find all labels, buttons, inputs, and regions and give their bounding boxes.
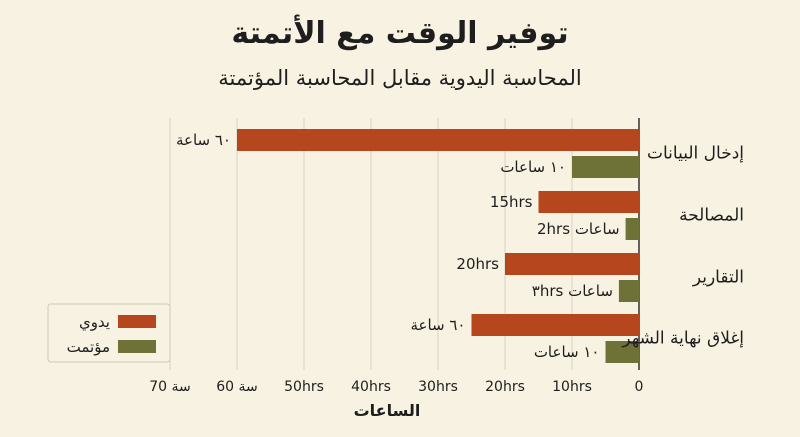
- bar-value-label: ٦٠ ساعة: [176, 131, 231, 149]
- x-tick-label: سة 60: [216, 379, 258, 395]
- bar-value-label: ٦٠ ساعة: [410, 316, 465, 334]
- legend-label-manual: يدوي: [79, 313, 110, 332]
- bar-automated: [625, 218, 639, 240]
- bar-manual: [538, 191, 639, 213]
- legend-swatch-manual: [118, 315, 156, 328]
- bar-automated: [605, 341, 639, 363]
- bar-value-label: ١٠ ساعات: [534, 343, 600, 361]
- bar-manual: [471, 314, 639, 336]
- bars: [237, 129, 639, 363]
- bar-value-label: ٣hrs ساعات: [532, 282, 613, 300]
- x-tick-label: 30hrs: [418, 379, 458, 395]
- bar-manual: [237, 129, 639, 151]
- bar-automated: [618, 280, 639, 302]
- x-tick-label: 0: [635, 379, 644, 395]
- x-axis: 0 10hrs 20hrs 30hrs 40hrs 50hrs سة 60 سة 70: [149, 379, 643, 395]
- chart-title: توفير الوقت مع الأتمتة: [231, 16, 569, 51]
- x-tick-label: 10hrs: [552, 379, 592, 395]
- category-label: إغلاق نهاية الشهر: [621, 329, 744, 349]
- x-tick-label: سة 70: [149, 379, 191, 395]
- x-axis-label: الساعات: [354, 401, 421, 420]
- chart-subtitle: المحاسبة اليدوية مقابل المحاسبة المؤتمتة: [218, 66, 582, 90]
- bar-automated: [572, 156, 639, 178]
- legend: يدوي مؤتمت: [47, 303, 171, 363]
- x-tick-label: 40hrs: [351, 379, 391, 395]
- bar-value-label: ١٠ ساعات: [500, 158, 566, 176]
- bar-value-label: 20hrs: [456, 255, 499, 273]
- bar-value-label: 2hrs ساعات: [537, 220, 620, 238]
- legend-label-automated: مؤتمت: [67, 338, 110, 356]
- category-label: إدخال البيانات: [647, 144, 744, 164]
- legend-swatch-automated: [118, 340, 156, 353]
- category-label: التقارير: [692, 268, 744, 288]
- bar-manual: [505, 253, 639, 275]
- x-tick-label: 50hrs: [284, 379, 324, 395]
- category-label: المصالحة: [679, 206, 744, 226]
- bar-value-label: 15hrs: [490, 193, 533, 211]
- x-tick-label: 20hrs: [485, 379, 525, 395]
